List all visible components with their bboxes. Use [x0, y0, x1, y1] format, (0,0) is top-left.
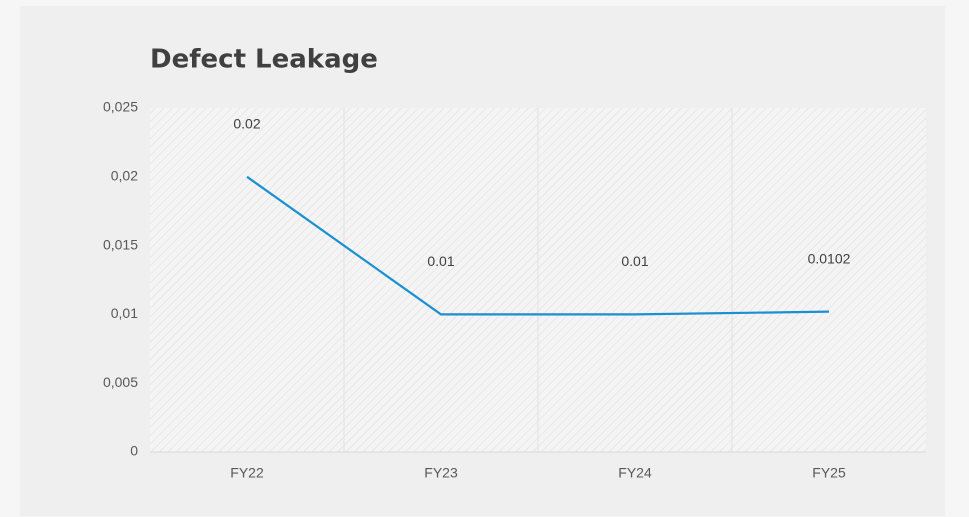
x-tick-label: FY22: [230, 465, 264, 481]
y-tick-label: 0,005: [103, 374, 138, 390]
data-label: 0.0102: [808, 250, 851, 266]
y-tick-label: 0,01: [111, 305, 138, 321]
y-tick-label: 0,02: [111, 168, 138, 184]
data-label: 0.01: [621, 253, 648, 269]
data-label: 0.02: [233, 116, 260, 132]
y-tick-label: 0,025: [103, 99, 138, 115]
data-label: 0.01: [427, 253, 454, 269]
data-line: [246, 175, 830, 316]
x-tick-label: FY24: [618, 465, 652, 481]
y-tick-label: 0,015: [103, 236, 138, 252]
chart-title: Defect Leakage: [150, 45, 378, 75]
y-tick-label: 0: [130, 443, 138, 459]
x-tick-label: FY23: [424, 465, 458, 481]
x-tick-label: FY25: [812, 465, 846, 481]
